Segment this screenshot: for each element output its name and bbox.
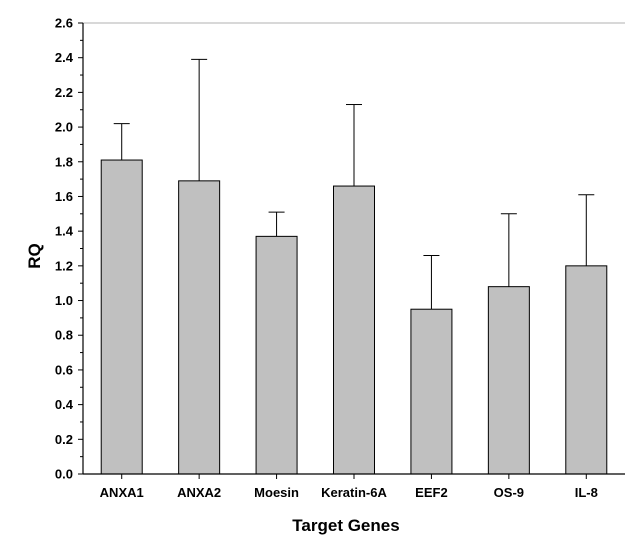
bar-keratin-6a — [333, 185, 375, 475]
x-tick-label: OS-9 — [494, 485, 524, 500]
x-tick-label: Keratin-6A — [321, 485, 387, 500]
y-tick-label: 1.2 — [55, 258, 73, 273]
bar-eef2 — [410, 308, 453, 475]
x-tick-label: IL-8 — [575, 485, 598, 500]
bar-os-9 — [487, 286, 530, 475]
y-tick-label: 1.0 — [55, 293, 73, 308]
y-tick-label: 2.2 — [55, 85, 73, 100]
x-tick-label: ANXA1 — [100, 485, 144, 500]
y-tick-label: 1.4 — [55, 224, 74, 239]
y-tick-label: 2.4 — [55, 50, 74, 65]
x-tick-label: EEF2 — [415, 485, 448, 500]
y-tick-label: 0.6 — [55, 362, 73, 377]
x-labels-group: ANXA1 ANXA2 Moesin Keratin-6A EEF2 OS-9 IL-8 — [100, 485, 598, 500]
y-tick-label: 0.4 — [55, 397, 74, 412]
x-tick-label: Moesin — [254, 485, 299, 500]
bar-il-8 — [565, 265, 608, 475]
x-axis-title: Target Genes — [292, 516, 399, 535]
y-tick-label: 1.8 — [55, 154, 73, 169]
y-tick-label: 0.2 — [55, 432, 73, 447]
y-tick-label: 2.0 — [55, 120, 73, 135]
y-tick-label: 0.0 — [55, 467, 73, 482]
bar-anxa1 — [100, 159, 143, 475]
x-tick-label: ANXA2 — [177, 485, 221, 500]
y-tick-label: 0.8 — [55, 328, 73, 343]
bar-anxa2 — [178, 180, 221, 475]
error-bars-group — [113, 58, 595, 310]
bars-group — [100, 159, 608, 475]
y-tick-label: 1.6 — [55, 189, 73, 204]
y-tick-label: 2.6 — [55, 16, 73, 31]
bar-moesin — [255, 235, 298, 475]
y-axis-title: RQ — [25, 243, 44, 269]
y-ticks-group: 0.0 0.2 0.4 0.6 0.8 1.0 1.2 1.4 1.6 1.8 2.0 2.2 2.4 2… — [55, 16, 83, 482]
